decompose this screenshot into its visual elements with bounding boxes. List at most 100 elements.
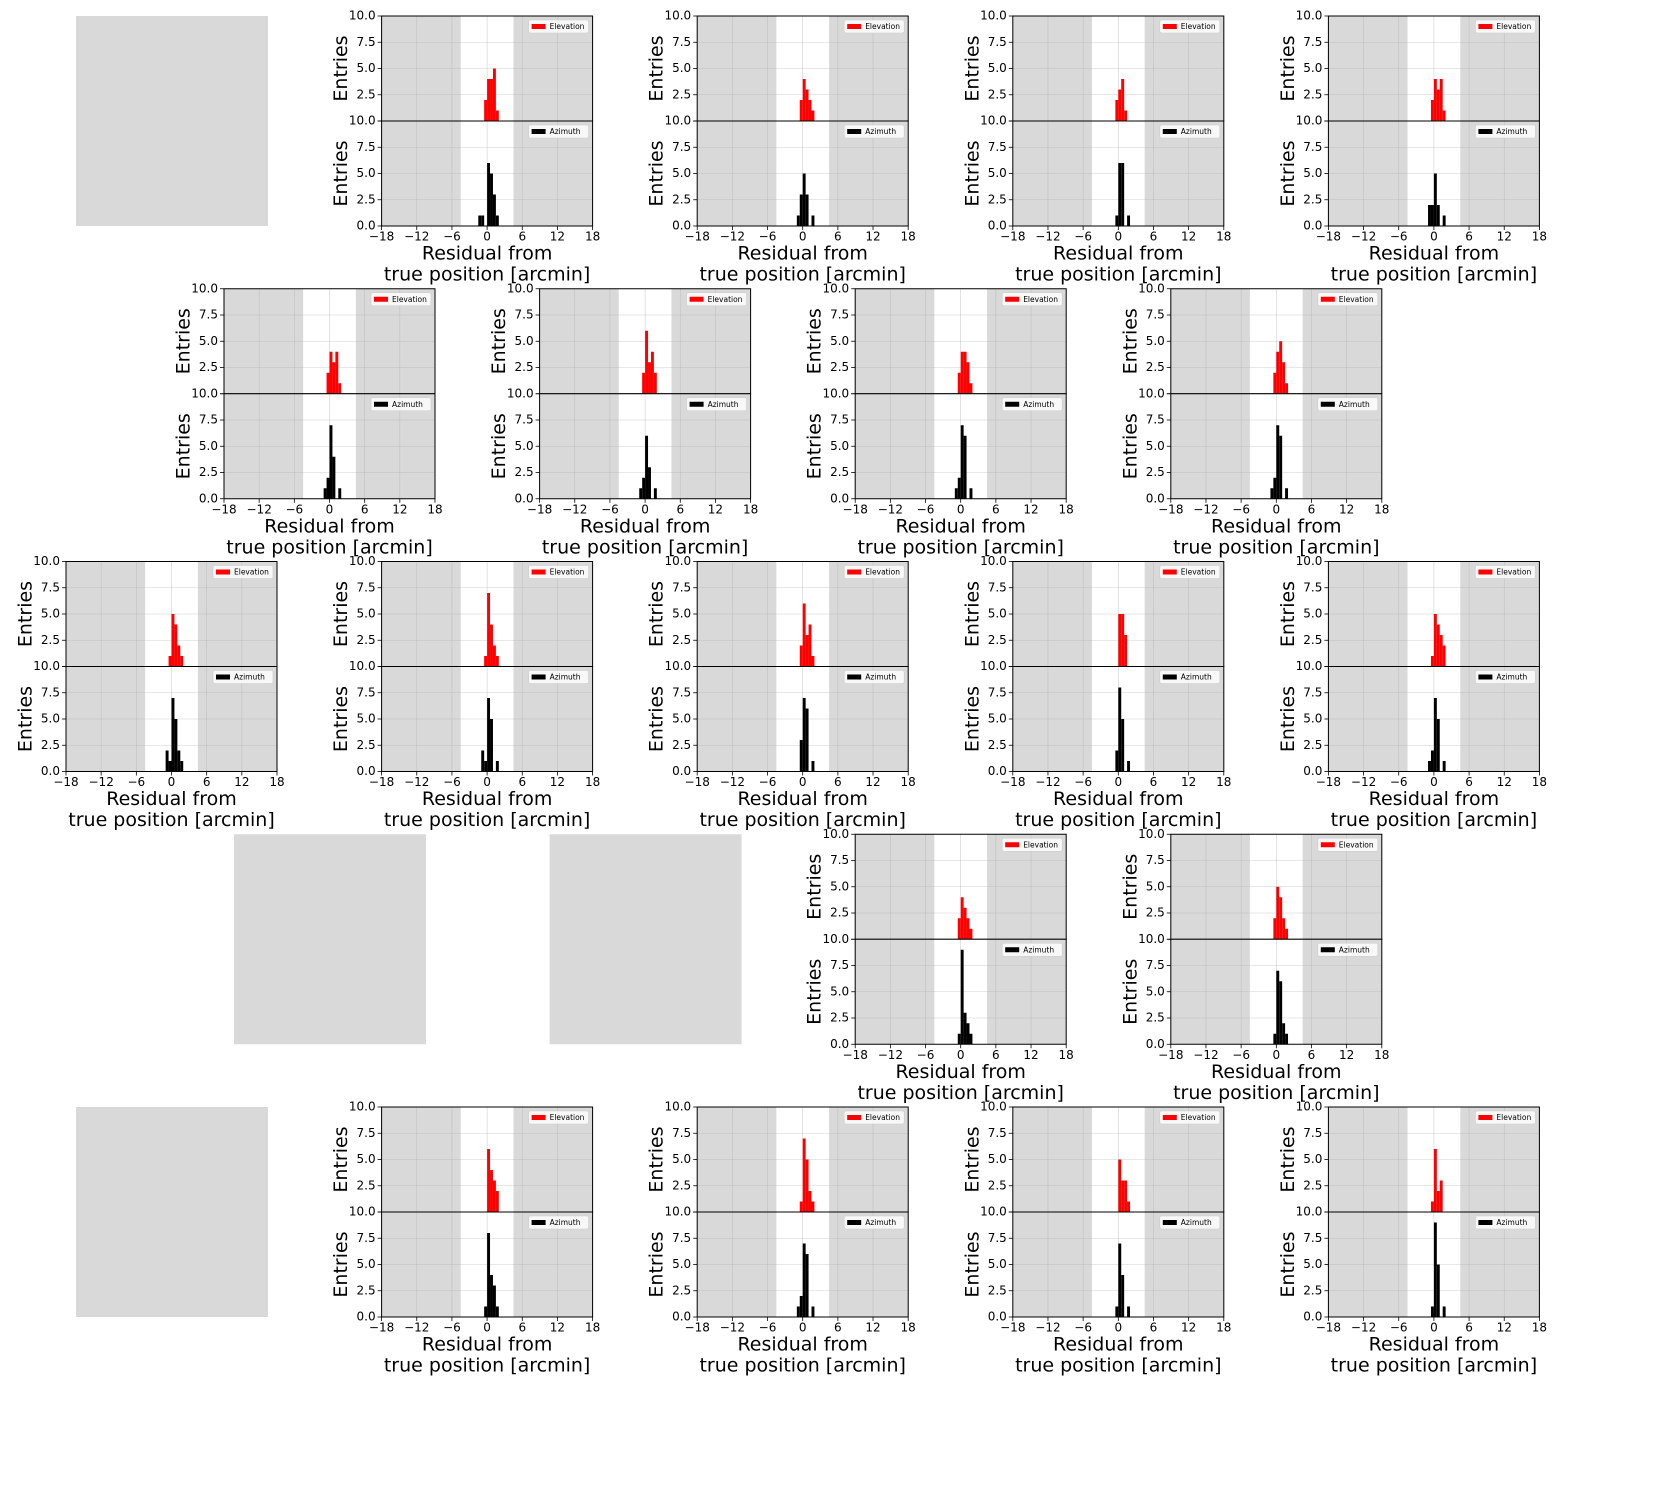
legend-box [1159, 565, 1221, 579]
legend-label: Elevation [550, 1113, 585, 1122]
histogram-bar [805, 194, 809, 226]
x-tick-label: 12 [1339, 502, 1354, 516]
x-tick-label: 0 [799, 775, 807, 789]
histogram-bar [811, 1201, 815, 1212]
histogram-bar [481, 215, 485, 226]
x-tick-label: −6 [443, 230, 461, 244]
y-axis-label: Entries [961, 581, 983, 647]
x-tick-label: 6 [1465, 1321, 1473, 1335]
y-tick-label: 7.5 [1303, 140, 1322, 154]
x-axis-label: Residual from [580, 515, 711, 537]
histogram-bar [487, 593, 491, 667]
histogram-bar [487, 79, 491, 121]
x-tick-label: −6 [1390, 230, 1408, 244]
legend-label: Elevation [550, 22, 585, 31]
y-tick-label: 7.5 [830, 853, 849, 867]
legend-box [843, 1215, 905, 1230]
x-tick-label: 18 [1532, 775, 1547, 789]
x-axis-label: true position [arcmin] [542, 536, 748, 558]
x-tick-label: 12 [865, 775, 880, 789]
x-tick-label: −18 [685, 1321, 710, 1335]
histogram-bar [495, 1306, 499, 1317]
legend-label: Azimuth [1023, 945, 1054, 954]
y-tick-label: 2.5 [515, 360, 534, 374]
histogram-bar [1279, 897, 1283, 940]
legend-label: Azimuth [1496, 673, 1527, 682]
x-axis-label: true position [arcmin] [1015, 1355, 1221, 1377]
legend-box [843, 565, 905, 579]
y-tick-label: 2.5 [1303, 192, 1322, 206]
x-axis-label: Residual from [1053, 788, 1184, 810]
histogram-bar [1439, 635, 1443, 667]
y-tick-label: 7.5 [988, 1231, 1007, 1245]
y-tick-label: 2.5 [199, 465, 218, 479]
histogram-bar [490, 719, 493, 772]
y-tick-label: 7.5 [199, 413, 218, 427]
x-tick-label: 0 [1114, 230, 1122, 244]
x-tick-label: 0 [1430, 775, 1438, 789]
y-tick-label: 5.0 [988, 166, 1007, 180]
y-tick-label: 0.0 [1303, 219, 1322, 233]
histogram-bar [1127, 1201, 1131, 1212]
y-axis-label: Entries [1119, 413, 1141, 479]
histogram-bar [1439, 79, 1443, 121]
x-tick-label: 18 [1216, 1321, 1231, 1335]
histogram-bar [487, 698, 491, 772]
x-tick-label: 0 [168, 775, 176, 789]
y-tick-label: 5.0 [830, 879, 849, 893]
x-tick-label: 6 [203, 775, 211, 789]
legend-box [843, 1110, 905, 1125]
y-tick-label: 2.5 [357, 633, 376, 647]
y-tick-label: 5.0 [830, 984, 849, 998]
legend-box [1475, 1110, 1536, 1125]
x-tick-label: −6 [759, 775, 777, 789]
y-tick-label: 5.0 [830, 334, 849, 348]
histogram-bar [484, 761, 488, 772]
y-tick-label: 10.0 [1138, 281, 1165, 295]
y-tick-label: 7.5 [515, 413, 534, 427]
y-tick-label: 10.0 [507, 386, 534, 400]
x-tick-label: 6 [992, 502, 1000, 516]
x-tick-label: 18 [901, 1321, 916, 1335]
histogram-bar [495, 215, 499, 226]
x-tick-label: 18 [585, 230, 600, 244]
legend-swatch [1005, 401, 1020, 407]
x-tick-label: −12 [247, 502, 272, 516]
legend-swatch [1478, 569, 1493, 575]
legend-box [528, 19, 589, 34]
y-tick-label: 2.5 [988, 1283, 1007, 1297]
y-tick-label: 5.0 [830, 439, 849, 453]
y-tick-label: 7.5 [988, 685, 1007, 699]
x-axis-label: true position [arcmin] [1331, 809, 1537, 831]
y-tick-label: 7.5 [830, 958, 849, 972]
x-tick-label: 12 [1023, 1048, 1038, 1062]
x-tick-label: 18 [585, 1321, 600, 1335]
x-tick-label: 18 [1532, 1321, 1547, 1335]
x-tick-label: 12 [1497, 230, 1512, 244]
legend-label: Azimuth [550, 127, 581, 136]
y-tick-label: 0.0 [357, 219, 376, 233]
histogram-bar [174, 719, 178, 772]
legend-label: Elevation [1496, 1113, 1531, 1122]
histogram-bar [171, 698, 175, 772]
y-tick-label: 5.0 [41, 712, 60, 726]
x-tick-label: 6 [1465, 230, 1473, 244]
y-tick-label: 2.5 [1146, 360, 1165, 374]
legend-label: Elevation [865, 1113, 900, 1122]
legend-label: Azimuth [1496, 1218, 1527, 1227]
y-tick-label: 0.0 [672, 219, 691, 233]
histogram-bar [1124, 1180, 1128, 1212]
x-tick-label: 18 [1374, 502, 1389, 516]
y-tick-label: 7.5 [357, 1231, 376, 1245]
histogram-bar [1439, 1180, 1443, 1212]
y-tick-label: 7.5 [357, 140, 376, 154]
legend-box [1475, 19, 1536, 34]
histogram-bar [811, 761, 815, 772]
y-tick-label: 2.5 [830, 360, 849, 374]
legend-swatch [1162, 569, 1177, 575]
y-tick-label: 5.0 [672, 1152, 691, 1166]
y-tick-label: 5.0 [357, 1257, 376, 1271]
legend-label: Azimuth [1339, 400, 1370, 409]
y-tick-label: 10.0 [664, 9, 691, 23]
x-tick-label: −12 [1351, 230, 1376, 244]
